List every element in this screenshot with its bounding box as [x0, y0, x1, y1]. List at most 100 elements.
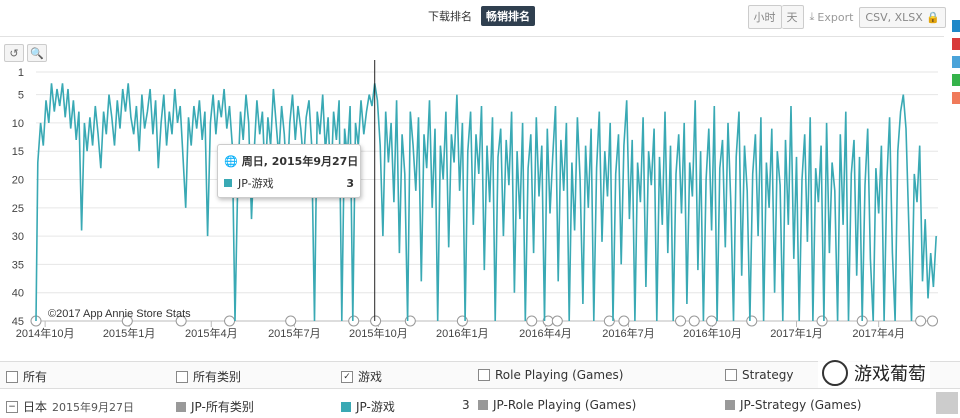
share-twitter-icon[interactable]: [952, 56, 960, 68]
event-marker-icon: [706, 315, 718, 327]
event-marker-icon: [370, 315, 382, 327]
y-tick-label: 10: [12, 118, 24, 130]
y-tick-label: 35: [12, 259, 24, 271]
toolbar-divider: [0, 36, 944, 37]
collapse-icon[interactable]: −: [6, 400, 18, 413]
reset-zoom-icon[interactable]: ↺: [4, 44, 24, 62]
tooltip-value: 3: [346, 176, 354, 190]
x-axis: 2014年10月 2015年1月 2015年4月 2015年7月 2015年10月 201…: [16, 320, 938, 340]
tooltip-swatch: [224, 179, 232, 187]
filter-label: 游戏: [358, 370, 383, 384]
legend-swatch: [341, 401, 351, 412]
event-marker-icon: [618, 315, 630, 327]
zoom-tools: ↺ 🔍: [4, 44, 47, 62]
event-marker-icon: [526, 315, 538, 327]
legend-item[interactable]: JP-Role Playing (Games): [478, 398, 636, 412]
y-tick-label: 1: [18, 67, 24, 79]
grid-lines: [36, 71, 938, 322]
event-markers: [30, 315, 939, 327]
rank-type-toggle: 下载排名 畅销排名: [423, 6, 535, 26]
scroll-top-icon[interactable]: [936, 392, 958, 414]
series-line-jp-games: [35, 83, 937, 322]
tooltip-date-text: 周日, 2015年9月27日: [241, 155, 359, 168]
event-marker-icon: [121, 315, 133, 327]
watermark: 游戏葡萄: [818, 358, 930, 388]
x-tick-label: 2017年4月: [852, 326, 905, 340]
y-tick-label: 15: [12, 146, 24, 158]
y-tick-label: 5: [18, 90, 24, 102]
checkbox[interactable]: [176, 370, 188, 383]
event-marker-icon: [927, 315, 939, 327]
x-tick-label: 2016年10月: [683, 326, 742, 340]
y-tick-label: 20: [12, 175, 24, 187]
day-button[interactable]: 天: [781, 5, 804, 29]
checkbox[interactable]: [6, 370, 18, 383]
tab-download-rank[interactable]: 下载排名: [428, 10, 472, 23]
country-row: − 日本 2015年9月27日 JP-所有类别 JP-游戏 3 JP-Role …: [0, 392, 960, 418]
legend-value-text: 3: [462, 398, 470, 412]
export-label: Export: [817, 10, 854, 24]
export-button[interactable]: ⤓ Export: [810, 10, 854, 24]
checkbox-checked[interactable]: ✓: [341, 370, 353, 383]
filter-label: Role Playing (Games): [495, 368, 624, 382]
csv-xlsx-button[interactable]: CSV, XLSX 🔒: [859, 6, 946, 28]
legend-label: JP-Strategy (Games): [740, 398, 862, 412]
share-wechat-icon[interactable]: [952, 74, 960, 86]
right-toolbar: 小时 天 ⤓ Export CSV, XLSX 🔒: [747, 5, 946, 29]
legend-swatch: [176, 401, 186, 412]
legend-label: JP-Role Playing (Games): [493, 398, 637, 412]
category-filter-row: 所有 所有类别 ✓ 游戏 Role Playing (Games) Strate…: [0, 361, 960, 389]
checkbox[interactable]: [478, 369, 490, 381]
tab-grossing-rank[interactable]: 畅销排名: [481, 6, 535, 26]
y-tick-label: 30: [12, 231, 24, 243]
legend-item[interactable]: JP-所有类别: [176, 398, 254, 415]
legend-item[interactable]: JP-游戏: [341, 398, 395, 415]
zoom-icon[interactable]: 🔍: [27, 44, 47, 62]
legend-item[interactable]: JP-Strategy (Games): [725, 398, 861, 412]
share-bar: [952, 20, 960, 104]
legend-swatch: [725, 400, 735, 410]
filter-label: 所有: [23, 370, 48, 384]
filter-all-categories[interactable]: 所有类别: [176, 368, 241, 385]
granularity-toggle: 小时 天: [747, 5, 804, 29]
event-marker-icon: [348, 315, 360, 327]
legend-label: JP-所有类别: [191, 400, 254, 414]
filter-label: 所有类别: [193, 370, 242, 384]
x-tick-label: 2015年1月: [103, 326, 156, 340]
checkbox[interactable]: [725, 369, 737, 381]
event-marker-icon: [675, 315, 687, 327]
filter-role-playing[interactable]: Role Playing (Games): [478, 368, 623, 382]
row-date: 2015年9月27日: [52, 400, 135, 414]
event-marker-icon: [224, 315, 236, 327]
y-tick-label: 40: [12, 288, 24, 300]
filter-label: Strategy: [742, 368, 794, 382]
legend-swatch: [478, 400, 488, 410]
x-tick-label: 2016年4月: [519, 326, 572, 340]
share-more-icon[interactable]: [952, 92, 960, 104]
hour-button[interactable]: 小时: [747, 5, 782, 29]
globe-icon: 🌐: [224, 154, 238, 168]
x-tick-label: 2015年4月: [185, 326, 238, 340]
share-weibo-icon[interactable]: [952, 20, 960, 32]
y-tick-label: 45: [12, 316, 24, 328]
y-tick-label: 25: [12, 203, 24, 215]
filter-strategy[interactable]: Strategy: [725, 368, 793, 382]
credit-text: ©2017 App Annie Store Stats: [48, 308, 191, 320]
share-pinterest-icon[interactable]: [952, 38, 960, 50]
x-tick-label: 2015年10月: [349, 326, 408, 340]
tooltip-series: JP-游戏: [238, 177, 274, 190]
csv-xlsx-label: CSV, XLSX: [865, 10, 923, 24]
event-marker-icon: [915, 315, 927, 327]
filter-games[interactable]: ✓ 游戏: [341, 368, 382, 385]
x-tick-label: 2016年7月: [602, 326, 655, 340]
x-tick-label: 2015年7月: [268, 326, 321, 340]
event-marker-icon: [746, 315, 758, 327]
event-marker-icon: [816, 315, 828, 327]
event-marker-icon: [688, 315, 700, 327]
legend-value: 3: [462, 398, 470, 412]
filter-all[interactable]: 所有: [6, 368, 47, 385]
tooltip-date: 🌐 周日, 2015年9月27日: [224, 153, 358, 169]
x-tick-label: 2017年1月: [770, 326, 823, 340]
